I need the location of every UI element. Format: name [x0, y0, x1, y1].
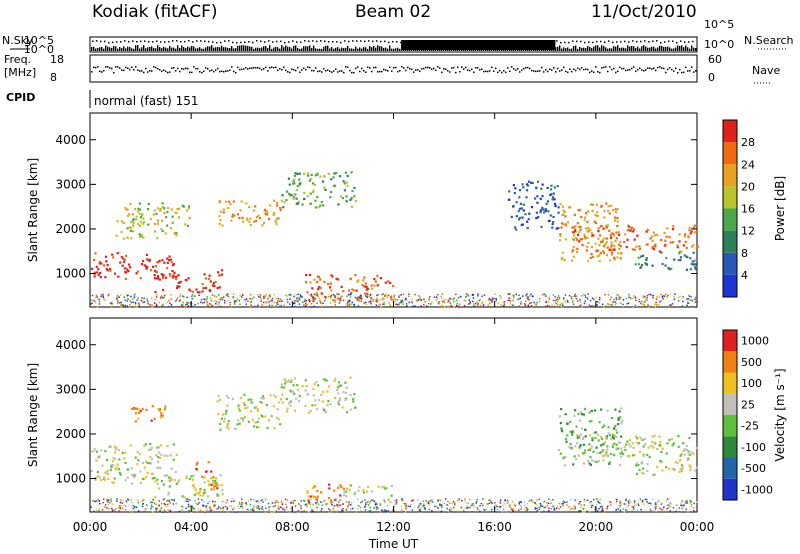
power-colorbar-frame	[722, 119, 738, 298]
velocity-colorbar-segment-2	[723, 436, 737, 458]
velocity-cells	[90, 376, 699, 514]
power-colorbar-tick-2: 20	[741, 180, 755, 193]
xtick-label-4: 16:00	[477, 520, 512, 534]
power-colorbar-segment-1	[723, 252, 737, 275]
date-title: 11/Oct/2010	[591, 2, 697, 22]
velocity-ytick-label-0: 1000	[55, 472, 86, 486]
beam-title: Beam 02	[355, 2, 432, 22]
nsky-trace	[91, 45, 697, 51]
power-colorbar-tick-1: 24	[741, 158, 755, 171]
nsearch-tick-top: 10^5	[704, 18, 734, 31]
xtick-label-6: 00:00	[680, 520, 715, 534]
velocity-colorbar-tick-0: 1000	[741, 335, 769, 348]
nsky-panel-frame	[89, 36, 698, 53]
power-ytick-label-3: 4000	[55, 133, 86, 147]
velocity-colorbar-segment-5	[723, 372, 737, 394]
velocity-colorbar-segment-1	[723, 457, 737, 479]
xtick-label-3: 12:00	[376, 520, 411, 534]
nsky-tick-bottom: 10^0	[24, 43, 54, 56]
nave-tick-top: 60	[708, 53, 722, 66]
power-colorbar-segment-0	[723, 274, 737, 297]
xtick-label-1: 04:00	[174, 520, 209, 534]
power-colorbar-segment-6	[723, 142, 737, 165]
station-title: Kodiak (fitACF)	[92, 2, 218, 22]
power-colorbar-tick-0: 28	[741, 136, 755, 149]
velocity-colorbar-tick-1: 500	[741, 356, 762, 369]
freq-tick-top: 18	[50, 53, 64, 66]
velocity-colorbar-tick-7: -1000	[741, 483, 773, 496]
velocity-colorbar-tick-3: 25	[741, 398, 755, 411]
power-colorbar-segment-4	[723, 186, 737, 209]
velocity-colorbar-segment-7	[723, 330, 737, 352]
nsearch-trace	[92, 40, 694, 44]
nsky-tick-top: 10^5	[24, 34, 54, 47]
velocity-colorbar-label: Velocity [m s⁻¹]	[773, 368, 787, 461]
freq-label: Freq.	[4, 53, 31, 66]
nave-label: Nave	[752, 64, 780, 77]
velocity-colorbar-segment-4	[723, 393, 737, 415]
xtick-label-5: 20:00	[579, 520, 614, 534]
freq-tick-bottom: 8	[50, 71, 57, 84]
power-colorbar-label: Power [dB]	[773, 176, 787, 241]
power-colorbar-segment-3	[723, 208, 737, 231]
power-colorbar-tick-5: 8	[741, 247, 748, 260]
freq-panel-frame	[89, 54, 698, 83]
power-colorbar-segment-2	[723, 230, 737, 253]
power-colorbar-tick-3: 16	[741, 203, 755, 216]
power-ytick-label-0: 1000	[55, 267, 86, 281]
nsky-label: N.Sky	[2, 34, 34, 47]
velocity-colorbar-tick-2: 100	[741, 377, 762, 390]
freq-trace	[91, 66, 697, 74]
velocity-colorbar-segment-0	[723, 478, 737, 500]
velocity-ylabel: Slant Range [km]	[26, 363, 40, 467]
power-ytick-label-2: 3000	[55, 177, 86, 191]
power-colorbar-segment-7	[723, 120, 737, 143]
velocity-ytick-label-3: 4000	[55, 338, 86, 352]
power-colorbar-segment-5	[723, 164, 737, 187]
nsearch-tick-bottom: 10^0	[704, 38, 734, 51]
freq-unit: [MHz]	[4, 66, 36, 79]
nsearch-label: N.Search	[744, 34, 794, 47]
xtick-label-0: 00:00	[73, 520, 108, 534]
velocity-ytick-label-1: 2000	[55, 427, 86, 441]
velocity-colorbar-segment-6	[723, 351, 737, 373]
velocity-colorbar-segment-3	[723, 415, 737, 437]
velocity-colorbar-tick-4: -25	[741, 420, 759, 433]
power-panel-frame	[89, 112, 698, 308]
power-cells	[90, 171, 700, 309]
velocity-panel-frame	[89, 317, 698, 513]
velocity-colorbar-tick-6: -500	[741, 462, 766, 475]
velocity-colorbar-frame	[722, 329, 738, 501]
cpid-value: normal (fast) 151	[94, 94, 198, 108]
cpid-label: CPID	[6, 91, 35, 104]
nsky-dense-block	[401, 40, 556, 50]
power-ytick-label-1: 2000	[55, 222, 86, 236]
xaxis-label: Time UT	[368, 537, 419, 551]
power-ylabel: Slant Range [km]	[26, 158, 40, 262]
xtick-label-2: 08:00	[275, 520, 310, 534]
power-colorbar-tick-6: 4	[741, 269, 748, 282]
nave-tick-bottom: 0	[708, 71, 715, 84]
velocity-ytick-label-2: 3000	[55, 382, 86, 396]
power-colorbar-tick-4: 12	[741, 225, 755, 238]
velocity-colorbar-tick-5: -100	[741, 441, 766, 454]
